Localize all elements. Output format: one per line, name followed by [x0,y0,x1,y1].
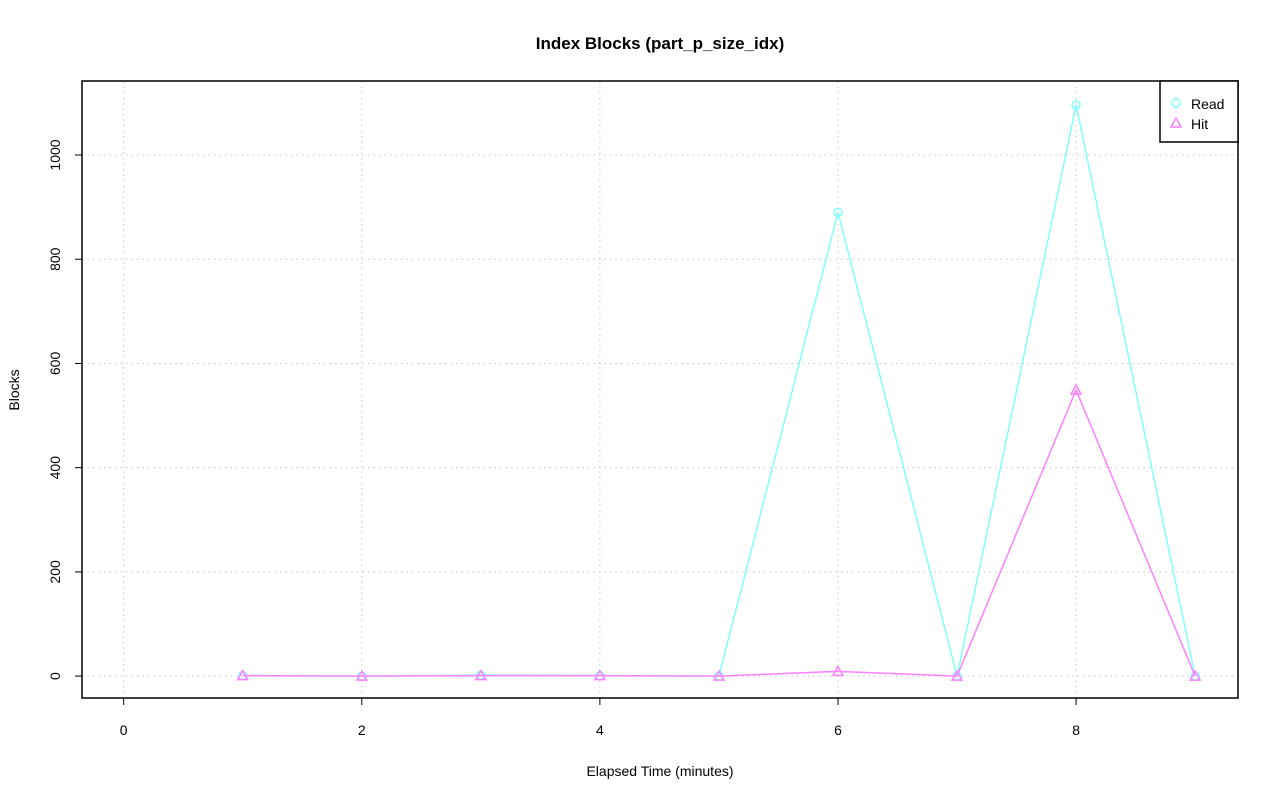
y-axis-label: Blocks [6,369,22,410]
y-tick-label: 400 [47,456,63,480]
data-point-read [833,207,843,218]
y-tick-label: 200 [47,560,63,584]
data-point-hit [712,669,726,681]
y-tick-label: 1000 [47,139,63,170]
data-point-hit [1188,669,1202,681]
x-tick-label: 8 [1072,722,1080,738]
data-point-hit [355,669,369,681]
legend-read-marker [1171,98,1181,108]
data-point-hit [593,669,607,681]
x-tick-label: 4 [596,722,604,738]
y-tick-label: 0 [47,672,63,680]
data-point-hit [236,669,249,681]
x-tick-label: 2 [358,722,366,738]
x-axis-label: Elapsed Time (minutes) [586,763,733,779]
legend-read-label: Read [1191,96,1224,112]
x-tick-label: 0 [120,722,128,738]
y-tick-label: 600 [47,352,63,376]
data-point-read [1071,100,1081,110]
series-line-hit [242,388,1196,677]
data-point-hit [474,669,488,681]
legend: Read Hit [1159,80,1239,143]
legend-hit-marker [1169,116,1183,128]
data-point-hit [831,664,845,677]
plot-frame [81,80,1239,699]
data-point-hit [1069,383,1083,395]
series-line-read [242,104,1196,677]
chart-title: Index Blocks (part_p_size_idx) [536,34,784,53]
legend-hit-label: Hit [1191,116,1208,132]
x-tick-label: 6 [834,722,842,738]
data-point-hit [950,669,964,681]
y-tick-label: 800 [47,247,63,271]
